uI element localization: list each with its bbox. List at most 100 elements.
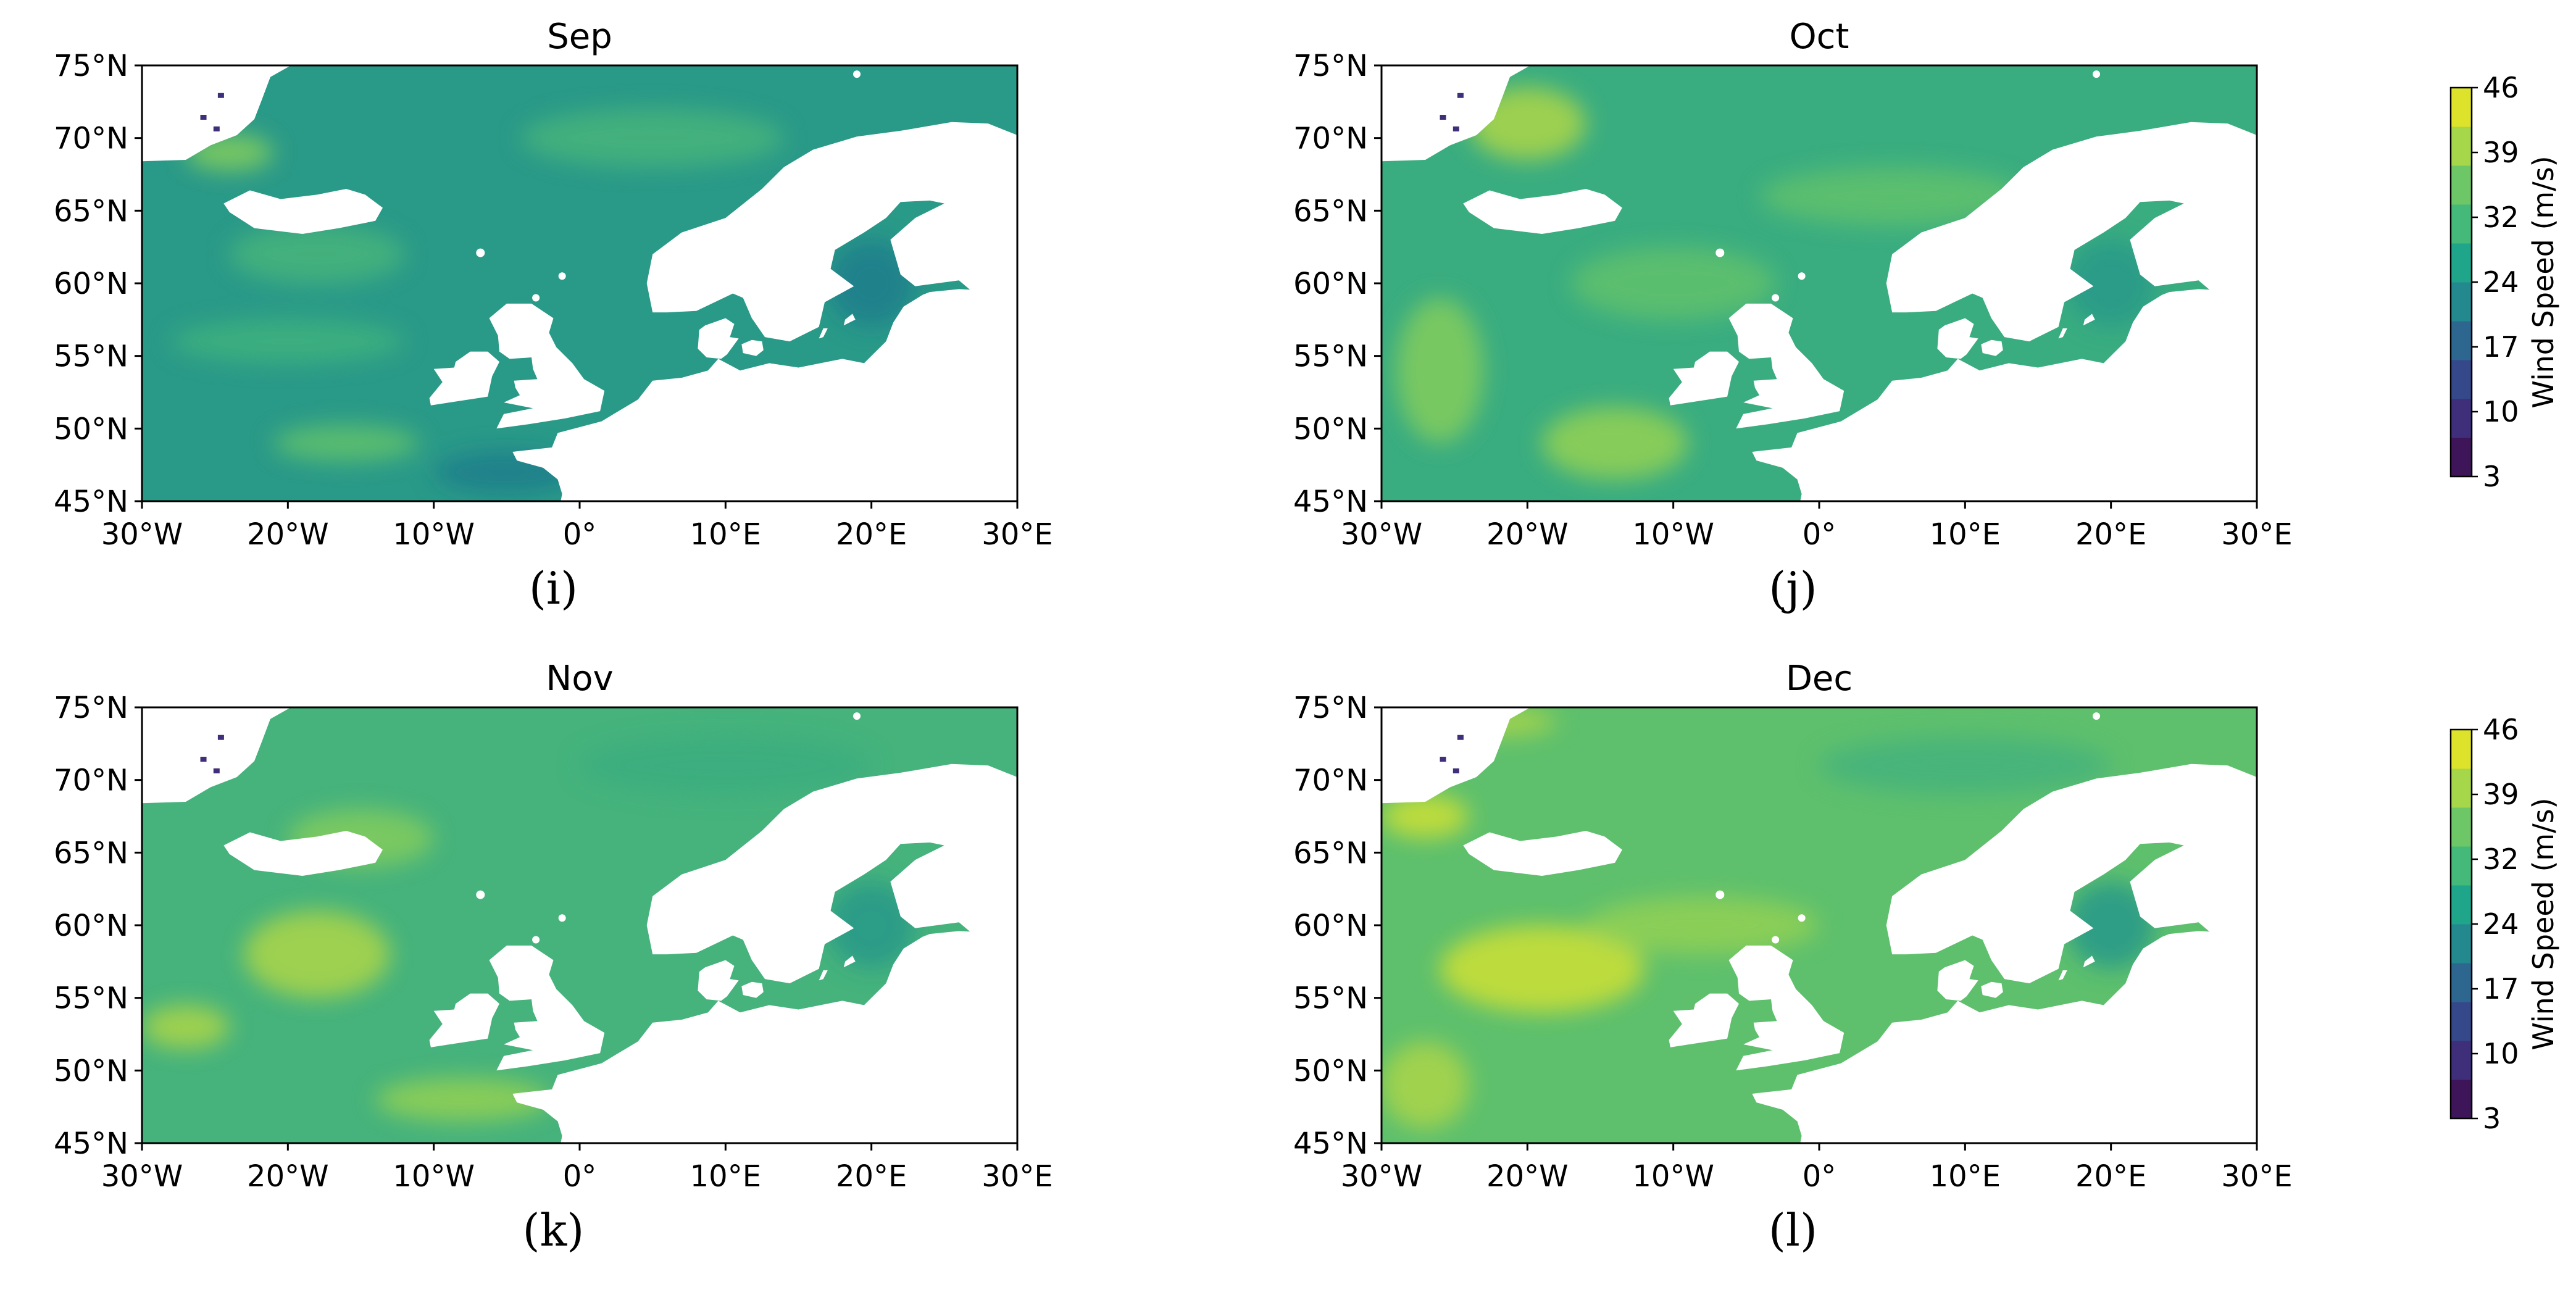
colorbar-segment: [2451, 846, 2472, 886]
land-islet: [853, 712, 861, 720]
panel-letter: (i): [529, 562, 578, 614]
wind-zone: [1541, 407, 1688, 480]
land-islet: [1445, 122, 1452, 128]
lat-tick-label: 60°N: [54, 909, 128, 943]
colorbar-tick-label: 39: [2483, 778, 2519, 811]
land-islet: [2020, 1137, 2027, 1143]
land-islet: [193, 108, 201, 116]
lat-tick-label: 50°N: [54, 412, 128, 446]
land-islet: [1798, 272, 1806, 280]
lat-tick-label: 70°N: [1293, 764, 1368, 798]
land-ireland: [429, 993, 499, 1047]
colorbar-segment: [2451, 243, 2472, 283]
land-britain: [1728, 303, 1844, 429]
lat-tick-label: 65°N: [54, 194, 128, 228]
land-zealand: [1981, 981, 2003, 998]
colorbar-label: Wind Speed (m/s): [2527, 797, 2560, 1050]
land-britain: [489, 945, 605, 1071]
land-islet: [219, 729, 225, 736]
colorbar-segment: [2451, 399, 2472, 438]
wind-field-zones: [171, 109, 915, 494]
colorbar-tick-label: 3: [2483, 460, 2501, 493]
lon-tick-label: 10°W: [1632, 517, 1714, 552]
lat-tick-label: 50°N: [1293, 1054, 1368, 1088]
lat-tick-label: 75°N: [54, 49, 128, 83]
panel-title: Oct: [1790, 17, 1849, 57]
coast-pixel: [213, 768, 220, 773]
land-iceland: [1463, 189, 1622, 234]
lat-tick-label: 70°N: [1293, 122, 1368, 156]
land-islet: [2093, 712, 2101, 720]
wind-zone: [273, 425, 420, 462]
lon-tick-label: 20°E: [836, 517, 907, 552]
colorbar-tick-label: 24: [2483, 907, 2519, 941]
land-islet: [2020, 495, 2027, 501]
land-oland: [2058, 328, 2067, 339]
colorbar-tick-label: 10: [2483, 395, 2519, 428]
land-layer: [142, 65, 1017, 501]
lat-tick-label: 45°N: [54, 485, 128, 519]
colorbar-tick-label: 46: [2483, 713, 2519, 746]
wind-zone: [1396, 298, 1484, 443]
land-islet: [1458, 87, 1465, 94]
colorbar-segment: [2451, 1041, 2472, 1080]
panel-content: [1382, 65, 2257, 501]
land-greenland: [142, 65, 291, 162]
colorbar-segment: [2451, 924, 2472, 964]
land-islet: [216, 116, 223, 123]
lon-tick-label: 30°E: [2221, 1159, 2292, 1194]
colorbar-segment: [2451, 165, 2472, 205]
land-britain: [489, 303, 605, 429]
lon-tick-label: 30°E: [982, 517, 1052, 552]
land-layer: [142, 707, 1017, 1143]
colorbar-tick-label: 32: [2483, 843, 2519, 876]
coast-pixel: [1453, 126, 1459, 131]
land-islet: [2093, 70, 2101, 78]
wind-zone: [171, 319, 405, 364]
colorbar-segment: [2451, 282, 2472, 322]
lon-tick-label: 10°E: [690, 517, 761, 552]
lon-tick-label: 0°: [1803, 1159, 1836, 1194]
map-panel-nov: Nov 45°N 50°N 55°N 60°N 65°N 70°N 75°N 30°W 20°W 1…: [54, 659, 1053, 1256]
coast-pixel: [1440, 757, 1446, 762]
lat-tick-label: 55°N: [54, 981, 128, 1016]
lon-tick-label: 30°W: [101, 1159, 183, 1194]
lon-tick-label: 20°E: [2075, 517, 2146, 552]
lon-tick-label: 10°E: [690, 1159, 761, 1194]
lon-tick-label: 20°W: [247, 517, 329, 552]
lon-tick-label: 30°W: [101, 517, 183, 552]
lon-tick-label: 30°W: [1341, 517, 1423, 552]
wind-zone: [1382, 1041, 1469, 1129]
land-layer: [1382, 707, 2257, 1143]
land-islet: [780, 1137, 787, 1143]
panel-title: Sep: [547, 17, 612, 57]
lon-tick-label: 30°E: [982, 1159, 1052, 1194]
land-islet: [1456, 758, 1462, 765]
lat-tick-label: 55°N: [1293, 339, 1368, 374]
land-greenland: [142, 707, 291, 804]
panel-letter: (l): [1769, 1204, 1817, 1256]
land-ireland: [1669, 351, 1739, 406]
land-islet: [1458, 729, 1465, 736]
land-ireland: [1669, 993, 1739, 1047]
wind-zone: [142, 1005, 230, 1049]
land-islet: [219, 87, 225, 94]
land-iceland: [223, 831, 383, 876]
wind-zone: [1585, 896, 1819, 955]
land-greenland: [1382, 65, 1531, 162]
colorbar-tick-label: 24: [2483, 265, 2519, 299]
colorbar-segment: [2451, 885, 2472, 925]
wind-field-zones: [1396, 87, 2155, 480]
panels-layer: Sep 45°N 50°N 55°N 60°N 65°N 70°N 75°N 30°W 20°W 1…: [54, 17, 2293, 1256]
land-islet: [1715, 248, 1725, 257]
lat-tick-label: 60°N: [1293, 267, 1368, 301]
colorbar-segment: [2451, 127, 2472, 166]
panel-title: Dec: [1786, 659, 1853, 699]
lon-tick-label: 20°W: [1486, 517, 1569, 552]
lon-tick-label: 0°: [563, 1159, 597, 1194]
land-islet: [1433, 108, 1441, 116]
land-scandinavia: [646, 764, 1017, 984]
wind-zone: [2067, 239, 2155, 327]
wind-zone: [375, 1078, 551, 1122]
wind-zone: [827, 881, 915, 969]
